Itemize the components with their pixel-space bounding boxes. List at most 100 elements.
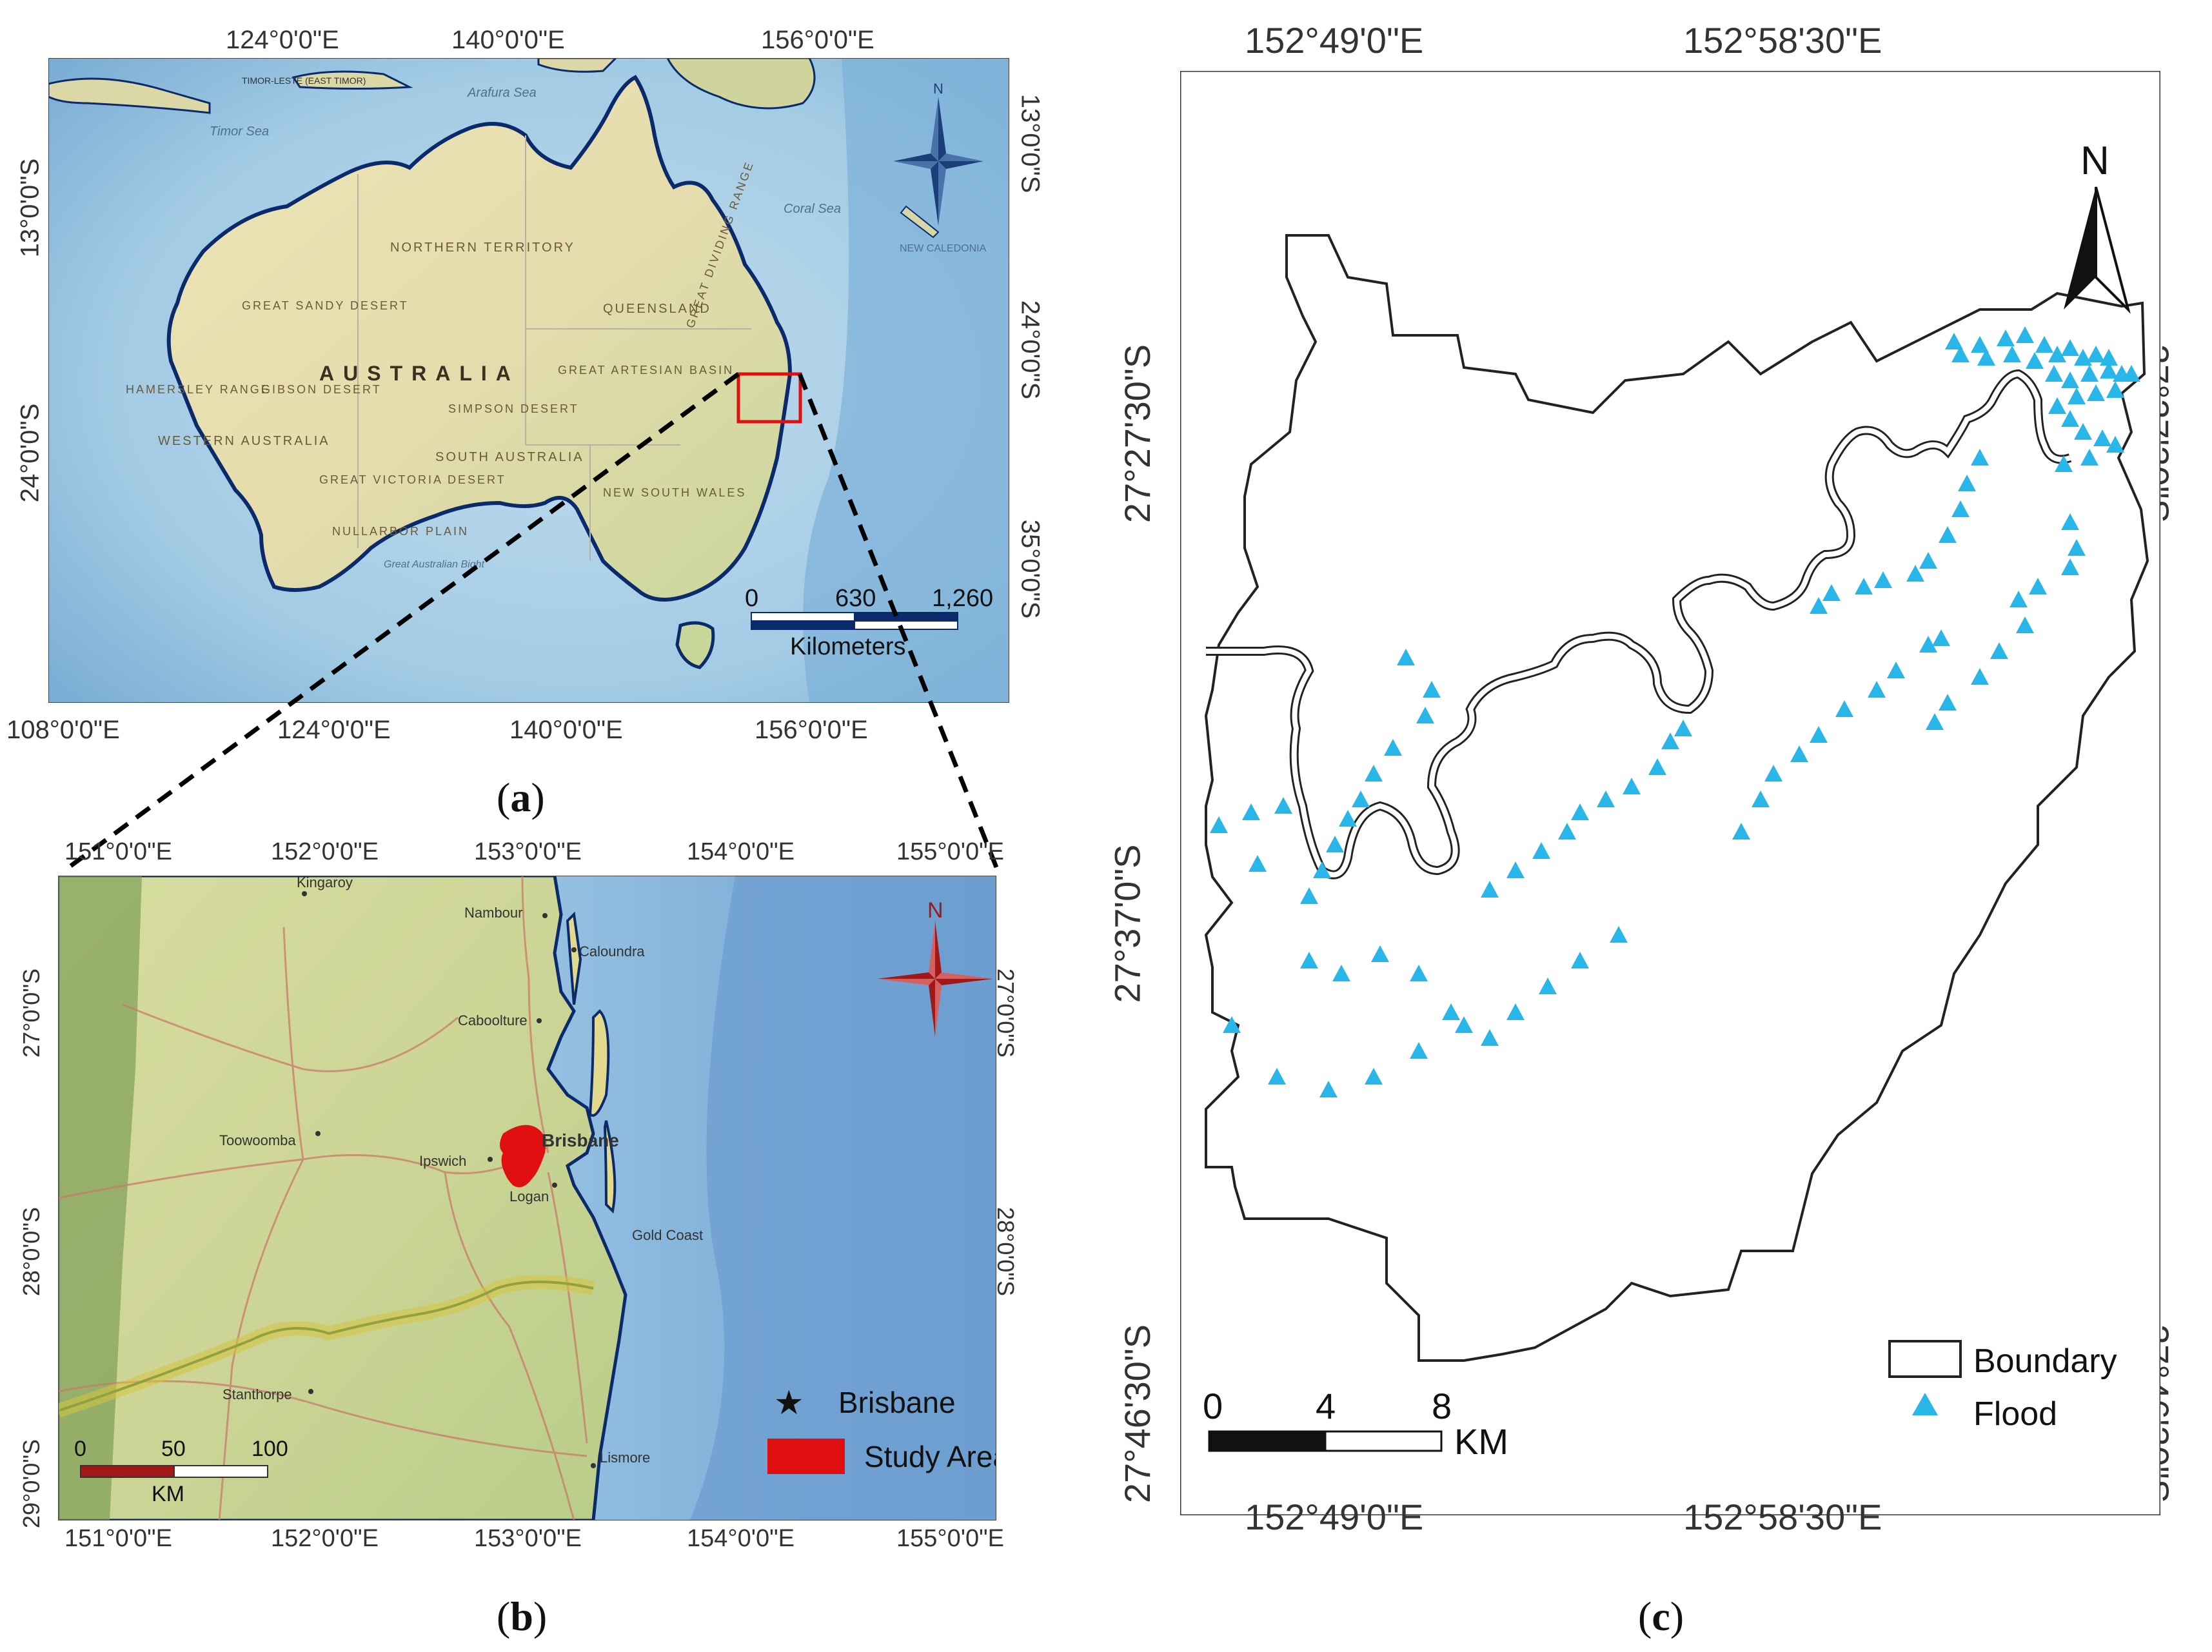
flood-point <box>1926 713 1944 730</box>
scale-a-0: 0 <box>745 585 758 612</box>
flood-point <box>1223 1016 1241 1033</box>
legend-brisbane-star: ★ <box>774 1384 804 1422</box>
label-new-caledonia: NEW CALEDONIA <box>900 243 987 254</box>
flood-point <box>1313 861 1331 878</box>
flood-point <box>1571 803 1589 820</box>
flood-point <box>1268 1068 1286 1085</box>
panel-b-top-lon-3: 153°0'0"E <box>474 838 582 865</box>
panel-a-caption: (a) <box>497 774 545 820</box>
panel-c-left-lat-3: 27°46'30"S <box>1117 1324 1158 1504</box>
place-caloundra: Caloundra <box>579 943 645 959</box>
flood-point <box>1958 475 1976 491</box>
flood-point <box>1661 733 1679 749</box>
panel-c-bottom-lon-2: 152°58'30"E <box>1683 1497 1882 1537</box>
label-great-australian-bight: Great Australian Bight <box>384 559 484 570</box>
flood-point <box>2061 410 2079 427</box>
flood-point <box>2087 384 2105 401</box>
scale-a-1260: 1,260 <box>932 585 993 612</box>
flood-point <box>2093 429 2111 446</box>
flood-point <box>1481 881 1499 898</box>
flood-point <box>1242 803 1260 820</box>
place-nambour: Nambour <box>464 905 522 921</box>
scale-a-unit: Kilometers <box>790 633 906 660</box>
flood-point <box>1874 571 1892 588</box>
place-ipswich: Ipswich <box>419 1153 466 1169</box>
legend-flood-label: Flood <box>1973 1395 2057 1433</box>
flood-point <box>1951 346 1970 362</box>
flood-point <box>2087 346 2105 362</box>
flood-point <box>1506 861 1525 878</box>
flood-point <box>1674 720 1692 736</box>
place-gold-coast: Gold Coast <box>632 1227 703 1243</box>
panel-b-right-lat-1: 27°0'0"S <box>992 968 1020 1058</box>
flood-point <box>2061 339 2079 356</box>
flood-point <box>1810 597 1828 614</box>
flood-point <box>1365 1068 1383 1085</box>
label-gibson-desert: GIBSON DESERT <box>261 383 382 396</box>
label-new-south-wales: NEW SOUTH WALES <box>603 486 746 499</box>
flood-point <box>1481 1029 1499 1046</box>
legend-b: ★ Brisbane Study Area <box>767 1384 996 1474</box>
catchment-boundary <box>1204 234 2149 1362</box>
flood-point <box>1423 681 1441 698</box>
panel-b-bottom-lon-1: 151°0'0"E <box>64 1525 172 1552</box>
flood-point <box>2010 591 2028 607</box>
flood-point <box>1790 745 1808 762</box>
scale-c-unit: KM <box>1454 1421 1508 1462</box>
label-timor-sea: Timor Sea <box>210 124 269 139</box>
panel-b-lat-1: 27°0'0"S <box>18 968 45 1058</box>
flood-point <box>1932 629 1950 646</box>
queensland-map: Kingaroy Nambour Caloundra Caboolture Br… <box>58 876 996 1520</box>
label-south-australia: SOUTH AUSTRALIA <box>435 450 584 464</box>
papua <box>666 58 816 110</box>
flood-point <box>1371 945 1389 962</box>
flood-point <box>1384 739 1402 756</box>
panel-b-bottom-lon-5: 155°0'0"E <box>896 1525 1004 1552</box>
label-great-sandy-desert: GREAT SANDY DESERT <box>242 299 409 312</box>
flood-point <box>1300 952 1318 969</box>
flood-point <box>1416 707 1434 723</box>
flood-point <box>2122 365 2140 382</box>
panel-b-right-lat-2: 28°0'0"S <box>992 1206 1020 1297</box>
scale-bar-c: 0 4 8 KM <box>1203 1386 1508 1462</box>
flood-point <box>1352 791 1370 807</box>
tasmania <box>675 621 715 669</box>
flood-point <box>2100 362 2118 379</box>
flood-point <box>2100 349 2118 366</box>
flood-point <box>1455 1016 1473 1033</box>
flood-point <box>2045 365 2063 382</box>
flood-point <box>2080 365 2098 382</box>
flood-point <box>1274 797 1292 814</box>
flood-points <box>1210 326 2140 1097</box>
scale-bar-a: 0 630 1,260 Kilometers <box>745 585 993 660</box>
flood-point <box>1300 887 1318 904</box>
scale-a-630: 630 <box>835 585 876 612</box>
flood-point <box>1397 649 1415 665</box>
panel-a-top-lon-3: 156°0'0"E <box>761 26 874 54</box>
flood-point <box>1365 765 1383 782</box>
flood-point <box>1210 816 1228 833</box>
panel-b-caption: (b) <box>497 1593 548 1639</box>
flood-point <box>2068 388 2086 404</box>
label-timor-leste: TIMOR-LESTE (EAST TIMOR) <box>242 75 366 86</box>
flood-point <box>1249 855 1267 872</box>
panel-a-bottom-lon-4: 156°0'0"E <box>755 716 868 744</box>
moreton-islands <box>566 911 617 1214</box>
flood-point <box>1939 694 1957 711</box>
flood-point <box>1558 823 1576 840</box>
flood-point <box>1571 952 1589 969</box>
north-arrow-a: N <box>893 81 983 226</box>
legend-study-area-label: Study Area <box>864 1440 996 1473</box>
flood-point <box>1732 823 1750 840</box>
label-northern-territory: NORTHERN TERRITORY <box>390 241 575 255</box>
flood-point <box>2068 539 2086 556</box>
flood-point <box>1919 636 1937 653</box>
place-brisbane: Brisbane <box>542 1130 619 1150</box>
flood-point <box>1442 1003 1460 1020</box>
label-simpson-desert: SIMPSON DESERT <box>448 402 579 415</box>
panel-c-left-lat-2: 27°37'0"S <box>1107 844 1148 1003</box>
scale-b-100: 100 <box>252 1437 288 1461</box>
place-logan: Logan <box>509 1188 549 1205</box>
flood-point <box>2080 449 2098 466</box>
label-arafura-sea: Arafura Sea <box>467 86 537 100</box>
